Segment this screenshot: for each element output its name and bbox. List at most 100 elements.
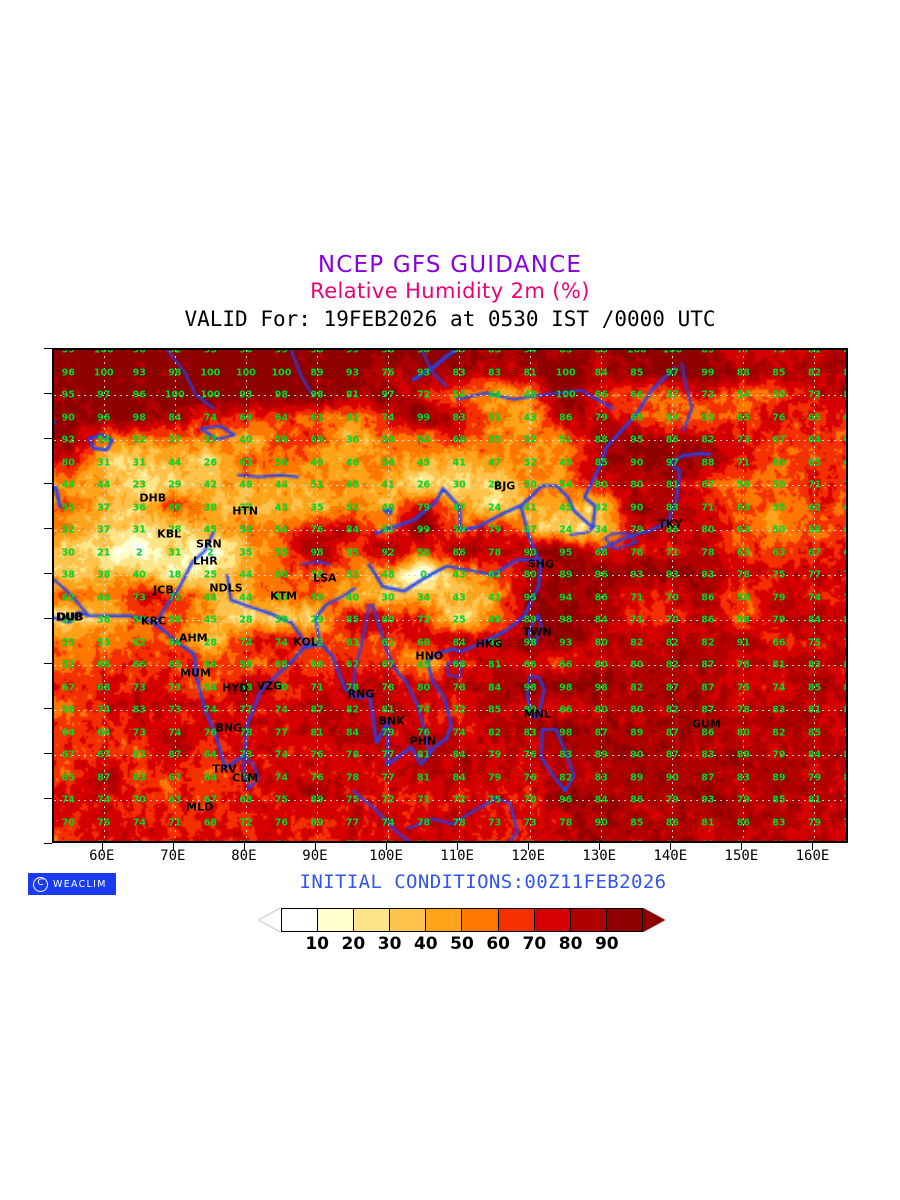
grid-value-label: 73 [701,389,715,401]
grid-value-label: 64 [61,727,75,738]
y-axis-tick [44,618,52,619]
grid-value-label: 80 [594,479,608,491]
grid-value-label: 67 [61,749,75,761]
grid-value-label: 73 [132,682,146,693]
colorbar-segment-6 [498,909,535,931]
grid-value-label: 92 [168,348,182,356]
grid-value-label: 82 [701,637,715,648]
grid-value-label: 84 [345,727,360,738]
grid-value-label: 55 [274,547,289,558]
grid-value-label: 81 [772,659,786,671]
grid-value-label: 56 [736,479,751,491]
grid-value-label: 29 [488,479,502,491]
x-axis-label: 90E [302,848,328,864]
grid-value-label: 68 [97,682,111,693]
grid-value-label: 84 [807,749,822,761]
grid-value-label: 66 [523,659,537,671]
colorbar-segment-3 [390,909,427,931]
grid-value-label: 70 [523,794,537,806]
y-axis-tick [44,438,52,439]
grid-value-label: 97 [381,389,395,401]
grid-value-label: 87 [843,390,846,401]
grid-value-label: 67 [772,434,786,446]
gridline-lat [54,800,846,801]
grid-value-label: 100 [200,367,221,378]
grid-value-label: 90 [630,457,644,468]
x-axis-tick [670,843,672,850]
grid-value-label: 60 [274,592,289,603]
grid-value-label: 60 [274,569,289,581]
grid-value-label: 65 [843,457,846,468]
grid-value-label: 77 [381,749,395,761]
grid-value-label: 84 [594,367,608,378]
grid-value-label: 82 [701,434,715,446]
grid-value-label: 74 [772,682,786,693]
grid-value-label: 83 [772,704,786,716]
grid-value-label: 84 [452,637,466,648]
city-label-rng: RNG [347,687,375,701]
grid-value-label: 95 [523,592,537,603]
grid-value-label: 85 [630,817,644,828]
grid-value-label: 78 [452,817,466,828]
grid-value-label: 98 [416,348,431,356]
y-axis-tick [44,348,52,349]
grid-value-label: 56 [772,479,786,491]
grid-value-label: 98 [168,367,182,378]
x-axis-label: 60E [89,848,115,864]
grid-value-label: 85 [594,457,608,468]
grid-value-label: 98 [523,637,537,648]
grid-value-label: 93 [239,389,253,401]
grid-value-label: 99 [61,348,75,356]
city-label-mum: MUM [180,666,211,680]
grid-value-label: 38 [203,502,217,513]
grid-value-label: 44 [239,569,253,581]
grid-value-label: 74 [381,840,394,842]
grid-value-label: 63 [239,457,253,468]
grid-value-label: 52 [345,502,360,513]
grid-value-label: 65 [843,525,846,536]
grid-value-label: 83 [594,772,608,783]
grid-value-label: 43 [274,502,289,513]
grid-value-label: 96 [594,569,608,581]
grid-value-label: 67 [381,659,395,671]
weather-map-plot[interactable]: 99 100 96 92 95 96 99 98 99 98 98 99 85 94 85 83 100 100 8… [52,348,848,843]
grid-value-label: 78 [345,682,360,693]
model-title: NCEP GFS GUIDANCE [317,252,583,278]
grid-value-label: 36 [345,434,360,446]
x-axis-label: 130E [582,848,617,864]
grid-value-label: 74 [132,817,146,828]
grid-value-label: 89 [310,794,324,806]
grid-value-label: 80 [843,682,846,693]
grid-value-label: 80 [523,569,537,581]
grid-value-label: 79 [488,749,502,761]
grid-value-label: 92 [381,547,395,558]
grid-value-label: 44 [274,479,289,491]
grid-value-label: 73 [239,772,253,783]
grid-value-label: 74 [97,840,110,842]
grid-value-label: 83 [772,817,786,828]
grid-value-label: 89 [594,749,608,761]
grid-value-label: 98 [559,727,573,738]
x-axis-tick [812,843,814,850]
grid-value-label: 65 [630,412,644,423]
grid-value-label: 85 [807,682,822,693]
grid-value-label: 89 [310,367,324,378]
grid-value-label: 23 [132,479,146,491]
grid-value-label: 64 [807,434,822,446]
grid-value-label: 85 [807,727,822,738]
colorbar-segment-7 [534,909,571,931]
grid-value-label: 54 [452,389,466,401]
grid-value-label: 58 [736,592,751,603]
gridline-lat [54,575,846,576]
grid-value-label: 57 [665,389,679,401]
grid-value-label: 65 [274,659,289,671]
grid-value-label: 62 [132,637,146,648]
grid-value-label: 82 [665,704,679,716]
grid-value-label: 82 [807,367,822,378]
grid-value-label: 71 [736,457,751,468]
grid-value-label: 58 [132,614,146,626]
grid-value-label: 100 [271,367,292,378]
grid-value-label: 90 [630,502,644,513]
grid-value-label: 77 [239,704,253,716]
grid-value-label: 45 [416,457,431,468]
